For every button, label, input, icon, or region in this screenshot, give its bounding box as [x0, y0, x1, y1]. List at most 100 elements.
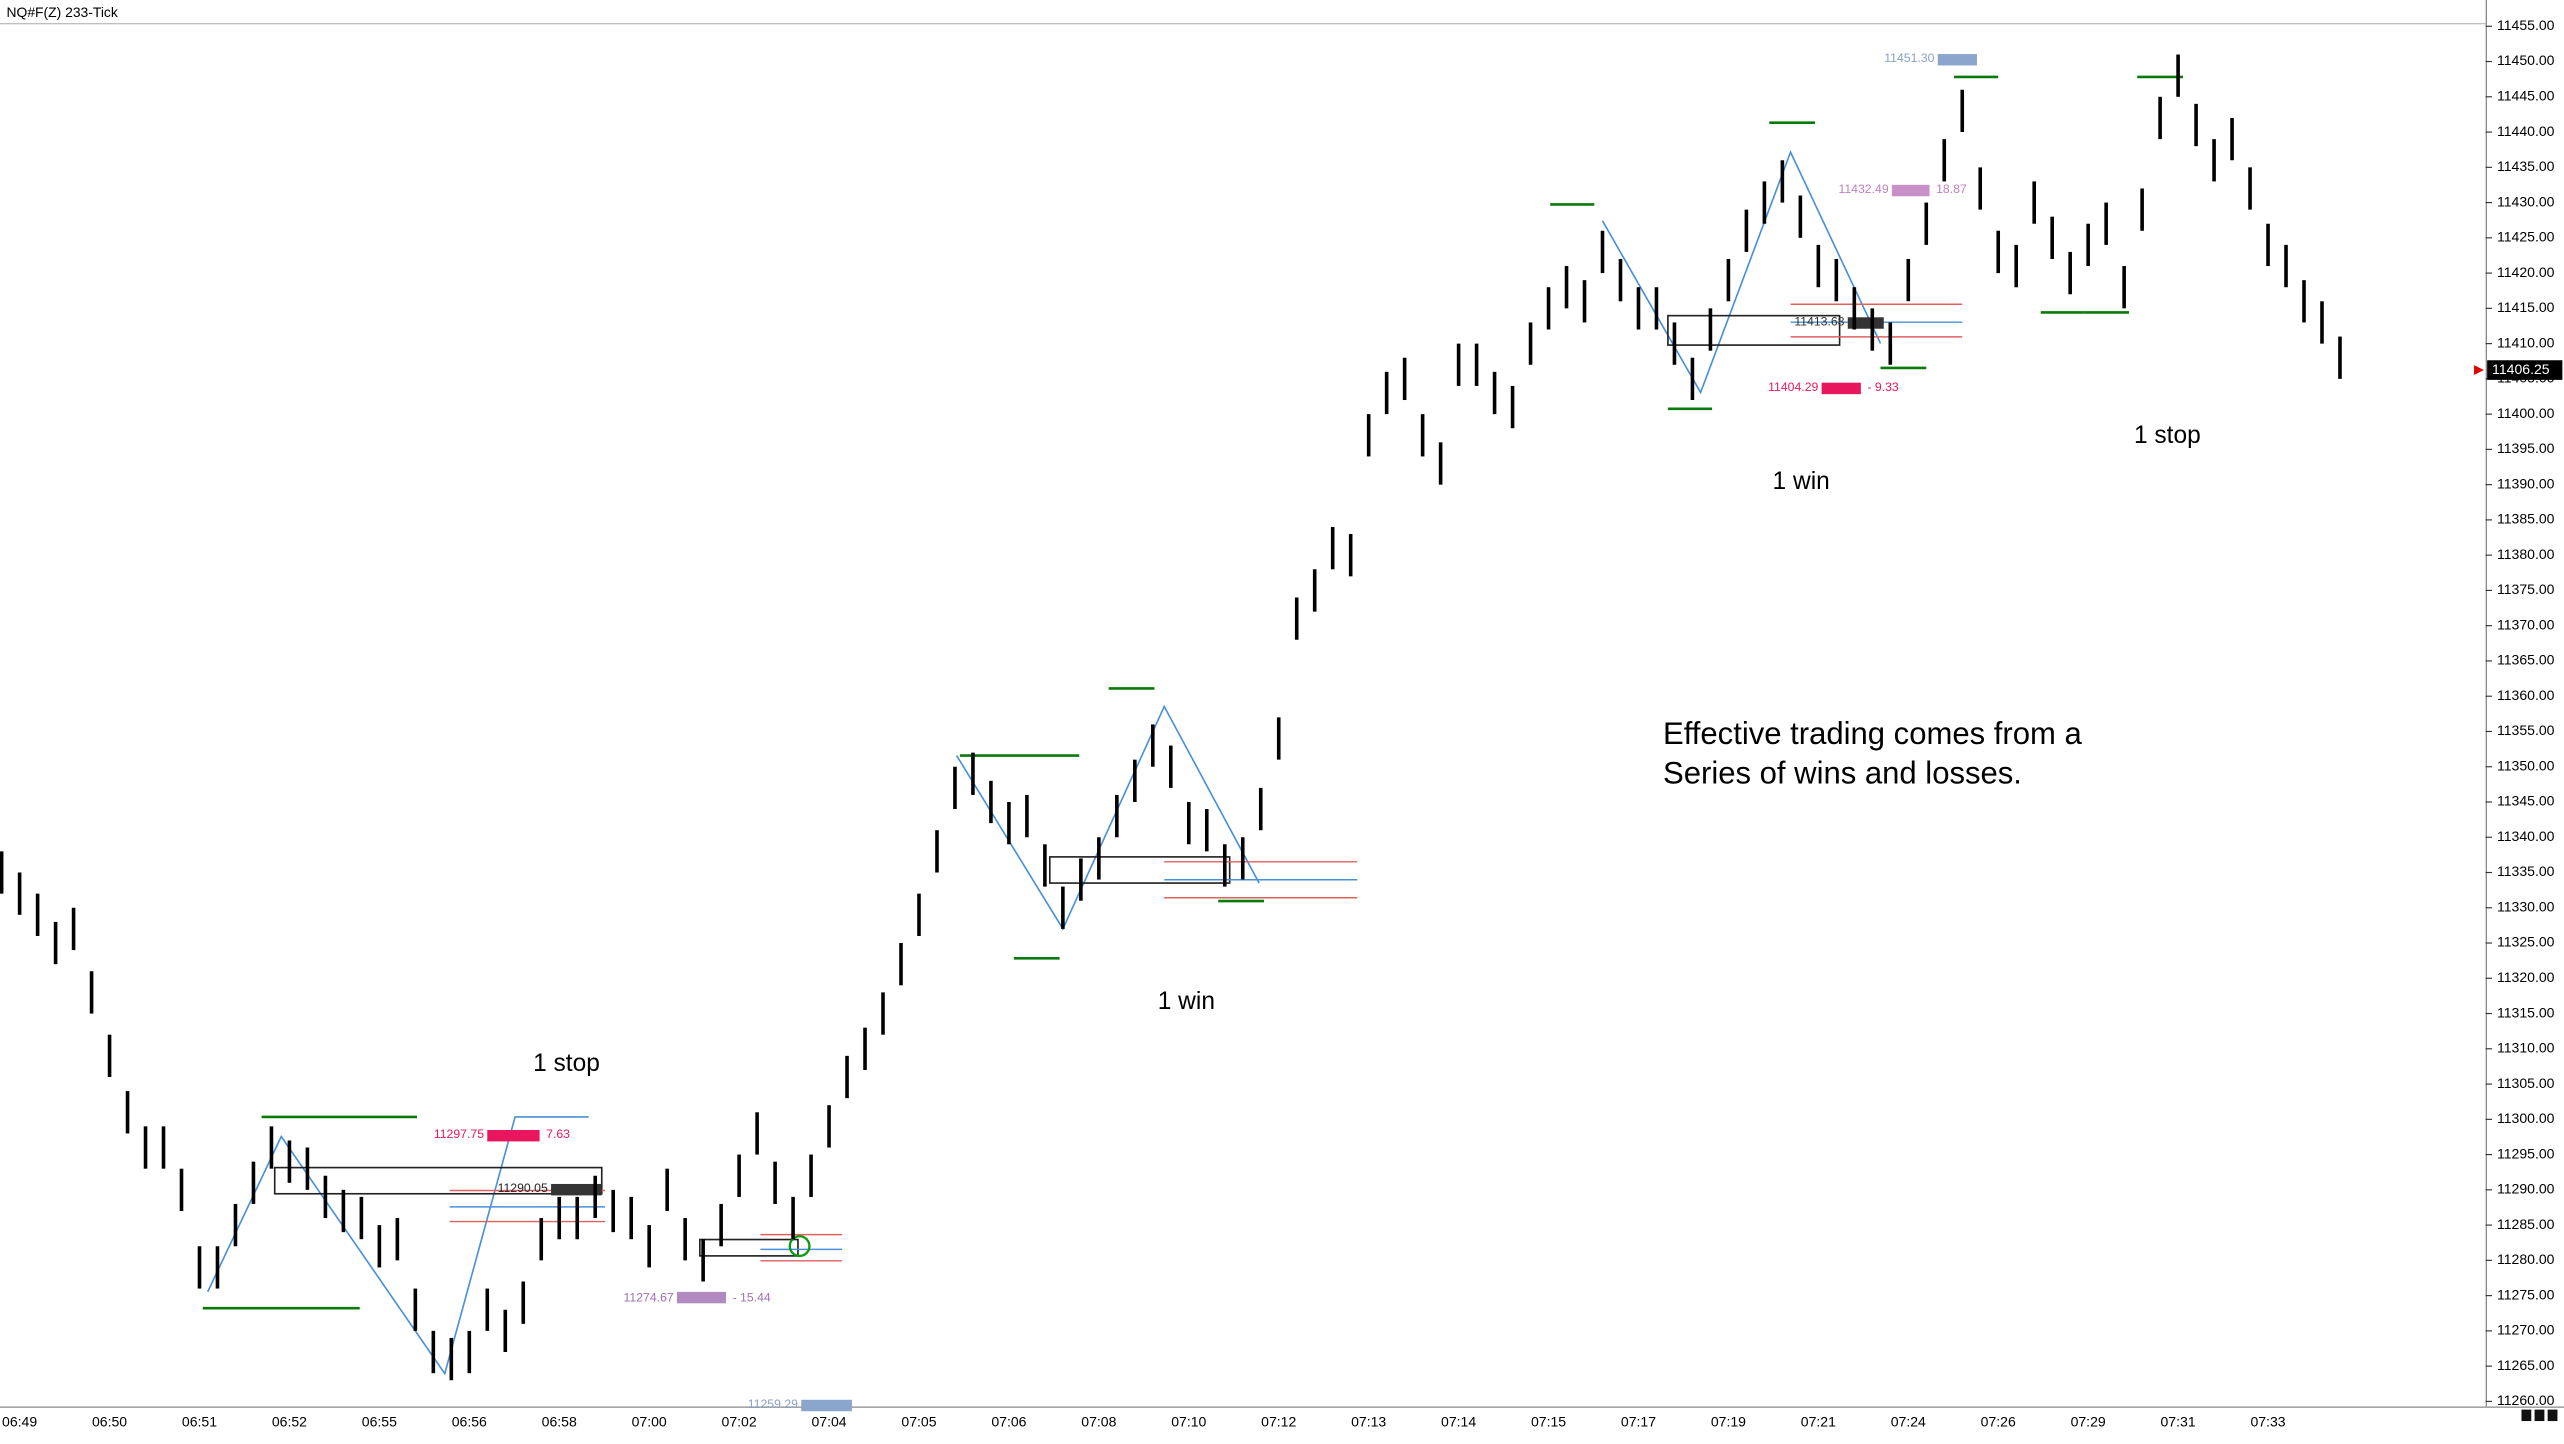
x-tick-label: 07:31 [2161, 1413, 2196, 1429]
y-tick-label: 11310.00 [2497, 1040, 2555, 1056]
label-swatch [551, 1183, 602, 1196]
zone-box [1048, 856, 1231, 884]
trade-label: 11274.67 [624, 1291, 674, 1305]
trade-label: 7.63 [546, 1127, 570, 1141]
x-tick-label: 07:05 [901, 1413, 936, 1429]
y-tick-label: 11275.00 [2497, 1286, 2555, 1302]
label-swatch [1891, 184, 1930, 197]
trade-label: 11259.29 [748, 1397, 798, 1411]
y-tick-label: 11325.00 [2497, 934, 2555, 950]
y-tick-label: 11280.00 [2497, 1251, 2555, 1267]
x-tick-label: 07:24 [1891, 1413, 1926, 1429]
x-tick-label: 07:13 [1351, 1413, 1386, 1429]
y-tick-label: 11350.00 [2497, 757, 2555, 773]
x-tick-label: 07:14 [1441, 1413, 1476, 1429]
x-tick-label: 07:12 [1261, 1413, 1296, 1429]
x-tick-label: 06:49 [2, 1413, 37, 1429]
chart-title: NQ#F(Z) 233-Tick [7, 4, 118, 20]
y-tick-label: 11285.00 [2497, 1216, 2555, 1232]
entry-circle [788, 1235, 811, 1258]
y-tick-label: 11445.00 [2497, 88, 2555, 104]
trade-label: - 9.33 [1867, 380, 1899, 394]
label-swatch [1847, 317, 1884, 329]
annotation: 1 stop [2134, 422, 2201, 449]
trade-label: 11451.30 [1884, 51, 1934, 65]
trade-label: 11297.75 [434, 1127, 484, 1141]
x-tick-label: 07:33 [2250, 1413, 2285, 1429]
corner-icons [2521, 1409, 2558, 1422]
y-tick-label: 11455.00 [2497, 17, 2555, 33]
label-swatch [1937, 54, 1977, 66]
y-tick-label: 11450.00 [2497, 52, 2555, 68]
x-tick-label: 06:50 [92, 1413, 127, 1429]
y-tick-label: 11305.00 [2497, 1075, 2555, 1091]
y-tick-label: 11380.00 [2497, 546, 2555, 562]
zone-box [273, 1166, 603, 1195]
y-tick-label: 11395.00 [2497, 440, 2555, 456]
y-tick-label: 11345.00 [2497, 793, 2555, 809]
x-tick-label: 07:21 [1801, 1413, 1836, 1429]
label-swatch [676, 1291, 727, 1304]
annotation: Series of wins and losses. [1663, 755, 2022, 790]
swing-line [1601, 150, 1882, 395]
swing-line [206, 1116, 589, 1376]
trade-label: - 15.44 [733, 1291, 771, 1305]
x-tick-label: 07:02 [722, 1413, 757, 1429]
y-tick-label: 11300.00 [2497, 1110, 2555, 1126]
x-tick-label: 07:00 [632, 1413, 667, 1429]
y-tick-label: 11355.00 [2497, 722, 2555, 738]
y-tick-label: 11390.00 [2497, 475, 2555, 491]
y-tick-label: 11410.00 [2497, 334, 2555, 350]
x-tick-label: 06:55 [362, 1413, 397, 1429]
zone-box [1667, 314, 1841, 346]
y-tick-label: 11375.00 [2497, 581, 2555, 597]
x-tick-label: 07:15 [1531, 1413, 1566, 1429]
x-tick-label: 06:51 [182, 1413, 217, 1429]
x-tick-label: 07:10 [1171, 1413, 1206, 1429]
y-tick-label: 11365.00 [2497, 652, 2555, 668]
y-tick-label: 11290.00 [2497, 1181, 2555, 1197]
x-tick-label: 07:26 [1981, 1413, 2016, 1429]
y-tick-label: 11370.00 [2497, 616, 2555, 632]
y-tick-label: 11265.00 [2497, 1357, 2555, 1373]
y-tick-label: 11315.00 [2497, 1004, 2555, 1020]
trade-label: 11432.49 [1838, 182, 1888, 196]
y-tick-label: 11335.00 [2497, 863, 2555, 879]
x-tick-label: 07:06 [991, 1413, 1026, 1429]
trade-label: 11290.05 [498, 1181, 548, 1195]
x-tick-label: 07:17 [1621, 1413, 1656, 1429]
trade-label: 11404.29 [1768, 380, 1818, 394]
y-tick-label: 11295.00 [2497, 1145, 2555, 1161]
x-tick-label: 06:56 [452, 1413, 487, 1429]
label-swatch [801, 1399, 852, 1412]
y-tick-label: 11320.00 [2497, 969, 2555, 985]
zone-box [699, 1238, 799, 1257]
y-tick-label: 11415.00 [2497, 299, 2555, 315]
x-tick-label: 07:04 [811, 1413, 846, 1429]
last-price-label: 11406.25 [2492, 361, 2550, 377]
y-tick-label: 11435.00 [2497, 158, 2555, 174]
annotation: 1 win [1158, 988, 1215, 1015]
trade-label: 18.87 [1936, 182, 1967, 196]
x-tick-label: 07:29 [2071, 1413, 2106, 1429]
x-tick-label: 06:52 [272, 1413, 307, 1429]
annotation: Effective trading comes from a [1663, 716, 2082, 751]
y-tick-label: 11340.00 [2497, 828, 2555, 844]
x-tick-label: 07:19 [1711, 1413, 1746, 1429]
annotation: 1 stop [533, 1050, 600, 1077]
y-tick-label: 11260.00 [2497, 1392, 2555, 1408]
y-tick-label: 11330.00 [2497, 898, 2555, 914]
y-tick-label: 11440.00 [2497, 123, 2555, 139]
y-tick-label: 11270.00 [2497, 1322, 2555, 1338]
label-swatch [487, 1129, 540, 1142]
x-tick-label: 06:58 [542, 1413, 577, 1429]
y-tick-label: 11430.00 [2497, 193, 2555, 209]
y-tick-label: 11400.00 [2497, 405, 2555, 421]
y-tick-label: 11360.00 [2497, 687, 2555, 703]
annotation: 1 win [1773, 468, 1830, 495]
y-tick-label: 11420.00 [2497, 264, 2555, 280]
x-tick-label: 07:08 [1081, 1413, 1116, 1429]
label-swatch [1821, 382, 1861, 395]
